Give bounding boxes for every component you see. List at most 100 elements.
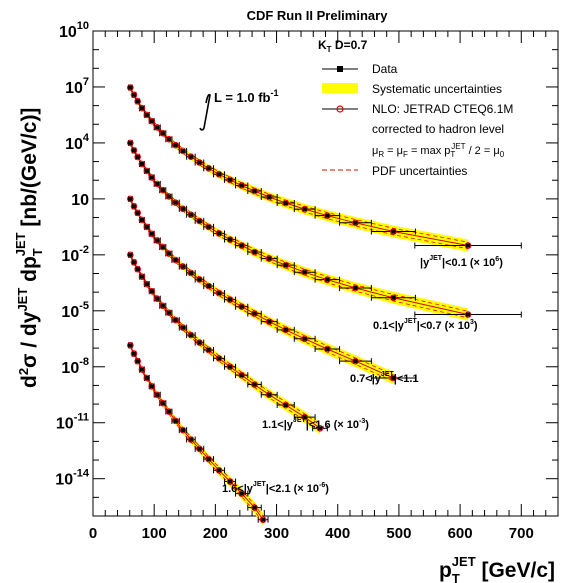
data-point [252, 505, 257, 510]
nlo-marker [127, 251, 134, 259]
data-point [239, 491, 244, 496]
y-axis: 1010 107 104 10 10-2 10-5 10-8 10-11 10-14 [55, 20, 558, 517]
data-point [391, 295, 396, 300]
nlo-marker [226, 176, 234, 184]
nlo-marker [226, 478, 234, 485]
data-point [155, 181, 160, 186]
nlo-marker [390, 294, 397, 302]
nlo-marker [282, 199, 290, 207]
data-point [149, 119, 154, 124]
nlo-marker [148, 287, 156, 295]
data-point [188, 270, 193, 275]
nlo-marker [153, 180, 161, 188]
data-point [466, 312, 471, 317]
data-point [267, 195, 272, 200]
nlo-marker [172, 256, 179, 264]
data-point [144, 112, 149, 117]
nlo-marker [138, 273, 146, 280]
nlo-marker [153, 391, 161, 399]
data-point [166, 251, 171, 256]
data-point [239, 243, 244, 248]
series-label: 1.1<|yJET|<1.6 (× 10-3) [262, 417, 369, 431]
data-point [188, 437, 193, 442]
x-tick-label: 200 [203, 525, 228, 542]
data-point [128, 196, 133, 201]
data-point [166, 194, 171, 199]
data-point [149, 384, 154, 389]
systematic-band [130, 198, 394, 385]
nlo-marker [352, 357, 359, 365]
nlo-marker [265, 318, 273, 325]
data-point [131, 204, 136, 209]
data-point [228, 237, 233, 242]
x-tick-label: 400 [325, 525, 350, 542]
data-point [391, 229, 396, 234]
nlo-marker [153, 124, 161, 131]
systematic-band [130, 142, 469, 321]
data-point [206, 457, 211, 462]
data-point [180, 428, 185, 433]
nlo-marker [464, 311, 472, 318]
data-point [206, 166, 211, 171]
data-point [160, 245, 165, 250]
nlo-marker [179, 426, 187, 434]
nlo-marker [205, 346, 212, 354]
nlo-marker [153, 237, 161, 244]
data-point [166, 310, 171, 315]
series-label: 1.6<|yJET|<2.1 (× 10-6) [222, 481, 329, 495]
nlo-marker [148, 174, 156, 181]
data-point [128, 85, 133, 90]
data-point [149, 289, 154, 294]
data-point [173, 418, 178, 423]
y-tick-label: 10-8 [61, 356, 89, 377]
data-point [139, 217, 144, 222]
data-point [325, 277, 330, 282]
data-point [131, 260, 136, 265]
nlo-marker [134, 98, 141, 105]
x-tick-label: 0 [89, 525, 97, 542]
y-tick-label: 10-2 [61, 244, 89, 265]
data-point [197, 160, 202, 165]
nlo-marker [127, 84, 134, 91]
data-point [149, 175, 154, 180]
nlo-marker [187, 331, 195, 339]
nlo-marker [134, 209, 141, 217]
nlo-marker [251, 248, 258, 256]
data-point [197, 218, 202, 223]
data-point [353, 359, 358, 364]
nlo-marker [316, 425, 324, 432]
data-point [128, 252, 133, 257]
nlo-marker [301, 205, 308, 213]
nlo-marker [324, 212, 331, 219]
luminosity-label: L = 1.0 fb-1 [199, 88, 279, 131]
data-point [283, 263, 288, 268]
data-point [173, 318, 178, 323]
nlo-marker [259, 516, 267, 524]
nlo-marker [226, 296, 234, 303]
nlo-marker [215, 170, 223, 178]
data-point [155, 125, 160, 130]
data-point [325, 347, 330, 352]
data-point [391, 375, 396, 380]
x-tick-label: 700 [509, 525, 534, 542]
legend-header: KT D=0.7 [318, 38, 368, 54]
nlo-marker [172, 417, 179, 425]
data-point [166, 409, 171, 414]
data-point [252, 311, 257, 316]
data-point [239, 304, 244, 309]
nlo-marker [134, 265, 141, 273]
series-label: 0.1<|yJET|<0.7 (× 103) [373, 318, 478, 332]
data-point [144, 168, 149, 173]
data-point [135, 359, 140, 364]
data-point [180, 148, 185, 153]
data-point [283, 403, 288, 408]
nlo-marker [215, 466, 223, 474]
data-point [217, 291, 222, 296]
series-labels: |yJET|<0.1 (× 106) 0.1<|yJET|<0.7 (× 103)… [222, 255, 503, 495]
nlo-marker [159, 302, 167, 310]
nlo-marker [148, 117, 156, 125]
nlo-marker [179, 205, 187, 213]
nlo-marker [172, 199, 179, 206]
nlo-marker [130, 203, 138, 210]
data-point [144, 282, 149, 287]
